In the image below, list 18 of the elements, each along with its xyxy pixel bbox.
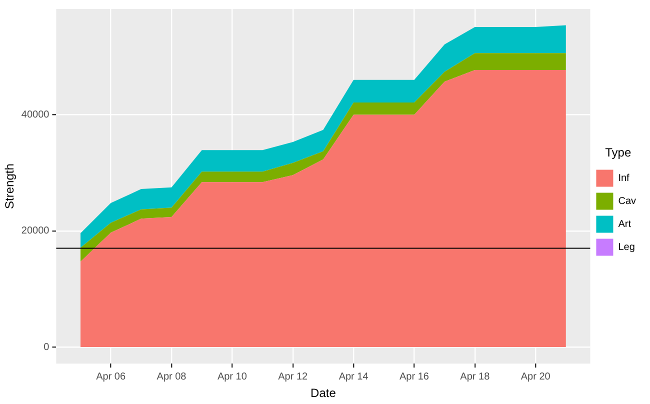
x-tick-label: Apr 16 bbox=[400, 371, 430, 382]
y-tick-label: 20000 bbox=[21, 226, 50, 237]
x-tick-label: Apr 06 bbox=[96, 371, 126, 382]
legend-title: Type bbox=[605, 146, 632, 160]
x-tick-label: Apr 08 bbox=[156, 371, 187, 382]
legend-label: Leg bbox=[618, 242, 635, 253]
x-tick-label: Apr 20 bbox=[520, 371, 551, 382]
legend-label: Inf bbox=[618, 172, 630, 184]
x-tick-label: Apr 10 bbox=[217, 371, 248, 382]
y-axis-title: Strength bbox=[2, 164, 17, 209]
x-axis-title: Date bbox=[310, 386, 336, 400]
x-tick-label: Apr 18 bbox=[460, 371, 490, 382]
y-tick-label: 0 bbox=[44, 342, 50, 353]
legend-label: Cav bbox=[618, 196, 636, 207]
x-tick-label: Apr 14 bbox=[338, 371, 369, 382]
x-tick-label: Apr 12 bbox=[278, 371, 308, 382]
y-tick-label: 40000 bbox=[21, 109, 50, 120]
legend-label: Art bbox=[618, 218, 632, 230]
